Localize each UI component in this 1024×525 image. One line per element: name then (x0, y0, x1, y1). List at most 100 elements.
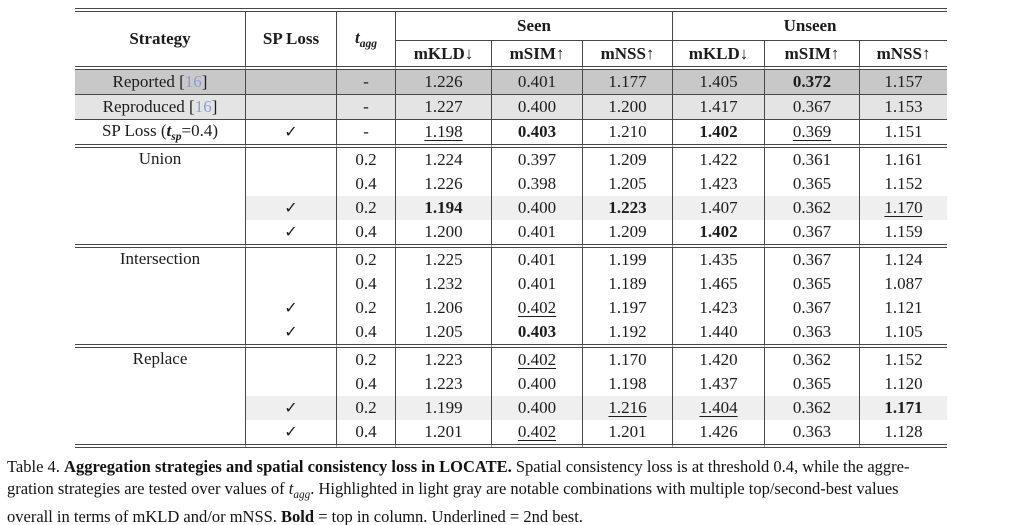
tagg-cell: 0.2 (337, 248, 396, 272)
text-segment: Replace (132, 349, 188, 368)
text-segment: t (354, 27, 360, 47)
col-header-seen-mkld: mKLD↓ (396, 41, 492, 70)
value-cell: 1.226 (396, 172, 492, 196)
value-cell: 1.120 (884, 374, 923, 393)
tagg-cell: 0.2 (337, 148, 396, 172)
value-cell: 1.440 (673, 320, 766, 348)
tagg-cell: 0.4 (337, 272, 396, 296)
caption-line-1: Table 4. Aggregation strategies and spat… (7, 456, 1021, 478)
tagg-cell: 0.2 (337, 296, 396, 320)
checkmark-icon: ✓ (284, 122, 298, 141)
value-cell: 1.210 (583, 120, 674, 148)
col-header-seen-msim: mSIM↑ (492, 41, 583, 70)
tagg-cell: 0.4 (337, 320, 396, 348)
sp-loss-cell-checked: ✓ (246, 420, 337, 448)
value-cell: 1.199 (396, 396, 492, 420)
value-cell: 1.209 (583, 148, 674, 172)
value-cell: 1.407 (673, 196, 766, 220)
value-cell: 0.401 (492, 248, 583, 272)
value-cell: 0.401 (492, 70, 583, 95)
value-cell: 0.365 (765, 272, 861, 296)
citation-link[interactable]: 16 (184, 72, 202, 91)
table-row: Intersection 0.2 1.225 0.401 1.199 1.435 0.367… (75, 248, 947, 348)
value-cell: 1.170 (860, 196, 948, 220)
value-cell: 1.124 (884, 250, 923, 269)
table-row: 0.4 1.232 0.401 1.189 1.465 0.365 1.087 (75, 272, 947, 296)
text-segment: Reported [ (112, 72, 185, 91)
value-cell: 1.206 (396, 296, 492, 320)
value-cell: 0.369 (765, 120, 861, 148)
value-cell: 0.367 (765, 220, 861, 248)
value-cell: 0.402 (492, 296, 583, 320)
sp-loss-cell-checked: ✓ (246, 320, 337, 348)
value-cell: 1.209 (583, 220, 674, 248)
table-row: SP Loss (tsp=0.4) ✓ -1.198 0.403 1.210 1.402 0… (75, 120, 948, 148)
value-cell: 1.152 (884, 350, 923, 369)
sp-loss-cell (246, 272, 337, 296)
text-segment: agg (293, 488, 311, 501)
col-header-sp-loss: SP Loss (246, 12, 337, 70)
value-cell: 1.128 (860, 420, 948, 448)
text-segment: ] (211, 97, 218, 116)
tagg-math: tagg (354, 27, 378, 51)
text-segment: sp (171, 130, 182, 144)
value-cell: 1.404 (673, 396, 766, 420)
table-row: Replace 0.2 1.223 0.402 1.170 1.420 0.362 1.152 (75, 348, 947, 448)
text-segment: t (166, 120, 172, 140)
value-cell: 1.437 (673, 372, 766, 396)
value-cell: 1.198 (583, 372, 674, 396)
sp-loss-cell-checked: ✓ (246, 396, 337, 420)
value-cell: 1.227 (396, 95, 492, 120)
value-cell: 0.362 (765, 348, 861, 372)
value-cell: 1.465 (673, 272, 766, 296)
value-cell: 1.157 (860, 70, 948, 95)
table-row: Reported [16] -1.226 0.401 1.177 1.405 0.372 1… (75, 70, 948, 95)
sp-loss-cell (246, 148, 337, 172)
value-cell: 1.402 (673, 120, 766, 148)
text-segment: agg (359, 37, 378, 51)
value-cell: 0.400 (492, 95, 583, 120)
value-cell: 0.361 (765, 148, 861, 172)
value-cell: 1.161 (884, 150, 923, 169)
value-cell: 0.363 (765, 320, 861, 348)
text-segment: =0.4) (181, 120, 219, 140)
col-header-strategy: Strategy (75, 12, 246, 70)
value-cell: 1.223 (396, 348, 492, 372)
strategy-cell: Reported [16] (75, 70, 246, 95)
value-cell: 0.398 (492, 172, 583, 196)
sp-loss-cell-checked: ✓ (246, 120, 337, 148)
value-cell: 1.198 (396, 120, 492, 148)
header-row-groups: Strategy SP Loss tagg Seen Unseen (75, 12, 948, 70)
value-cell: 1.422 (673, 148, 766, 172)
value-cell: 1.420 (673, 348, 766, 372)
value-cell: 1.121 (884, 298, 923, 317)
text-segment: Reproduced [ (102, 97, 195, 116)
tagg-cell: 0.4 (337, 372, 396, 396)
value-cell: 0.403 (492, 320, 583, 348)
col-header-seen-mnss: mNSS↑ (583, 41, 674, 70)
value-cell: 0.367 (765, 248, 861, 272)
value-cell: 1.199 (583, 248, 674, 272)
strategy-cell: Replace (75, 348, 246, 448)
value-cell: 1.223 (396, 372, 492, 396)
value-cell: 0.365 (765, 172, 861, 196)
value-cell: 1.201 (396, 420, 492, 448)
table-row: Union 0.2 1.224 0.397 1.209 1.422 0.361 1.161 (75, 148, 947, 248)
value-cell: 1.170 (583, 348, 674, 372)
sp-loss-cell (246, 95, 337, 120)
sp-loss-cell (246, 372, 337, 396)
text-segment: Intersection (119, 249, 201, 268)
col-header-unseen-msim: mSIM↑ (765, 41, 861, 70)
sp-loss-cell-checked: ✓ (246, 196, 337, 220)
table-row: ✓ 0.4 1.200 0.401 1.209 1.402 0.367 1.159 (75, 220, 948, 248)
sp-loss-cell (246, 172, 337, 196)
tagg-cell: - (337, 95, 396, 120)
value-cell: 1.205 (396, 320, 492, 348)
value-cell: 1.087 (884, 274, 923, 293)
citation-link[interactable]: 16 (194, 97, 212, 116)
value-cell: 0.403 (492, 120, 583, 148)
tagg-cell: 0.2 (337, 396, 396, 420)
text-segment: ] (201, 72, 208, 91)
sp-loss-cell (246, 70, 337, 95)
